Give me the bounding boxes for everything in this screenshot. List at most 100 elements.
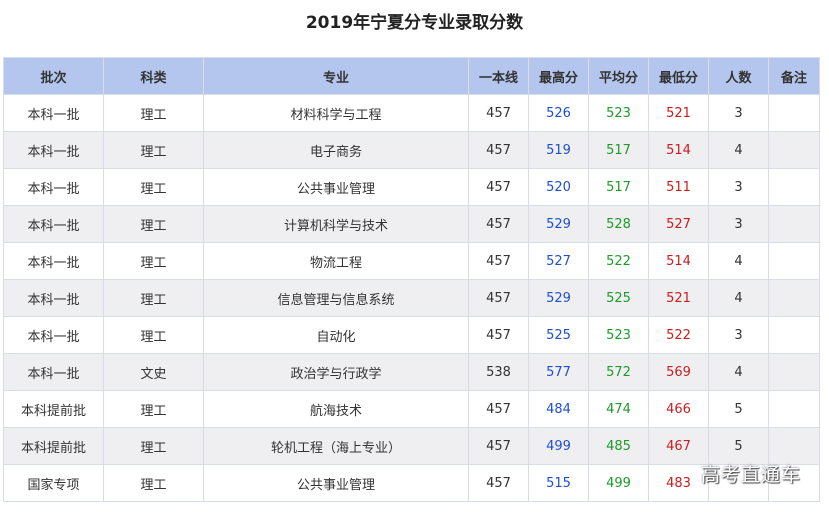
cell-note: [768, 168, 820, 206]
cell-category: 理工: [103, 464, 204, 502]
header-line: 一本线: [468, 57, 529, 95]
header-batch: 批次: [3, 57, 104, 95]
cell-max: 520: [528, 168, 589, 206]
cell-line: 457: [468, 131, 529, 169]
header-note: 备注: [768, 57, 820, 95]
cell-count: 3: [708, 168, 769, 206]
cell-note: [768, 242, 820, 280]
cell-count: 3: [708, 205, 769, 243]
cell-category: 理工: [103, 390, 204, 428]
cell-count: 3: [708, 94, 769, 132]
cell-category: 文史: [103, 353, 204, 391]
cell-batch: 本科一批: [3, 279, 104, 317]
table-row: 国家专项 理工 公共事业管理 457 515 499 483: [3, 464, 820, 502]
cell-note: [768, 316, 820, 354]
cell-count: 5: [708, 427, 769, 465]
cell-avg: 523: [588, 94, 649, 132]
cell-batch: 本科一批: [3, 131, 104, 169]
cell-major: 计算机科学与技术: [203, 205, 469, 243]
cell-line: 457: [468, 205, 529, 243]
cell-min: 527: [648, 205, 709, 243]
cell-batch: 本科一批: [3, 94, 104, 132]
cell-min: 514: [648, 131, 709, 169]
cell-line: 457: [468, 316, 529, 354]
cell-batch: 本科一批: [3, 353, 104, 391]
cell-count: [708, 464, 769, 502]
cell-category: 理工: [103, 279, 204, 317]
table-row: 本科一批 理工 材料科学与工程 457 526 523 521 3: [3, 94, 820, 132]
cell-line: 457: [468, 464, 529, 502]
cell-max: 577: [528, 353, 589, 391]
cell-category: 理工: [103, 205, 204, 243]
cell-max: 515: [528, 464, 589, 502]
cell-max: 519: [528, 131, 589, 169]
table-header-row: 批次 科类 专业 一本线 最高分 平均分 最低分 人数 备注: [3, 57, 820, 95]
cell-major: 信息管理与信息系统: [203, 279, 469, 317]
cell-line: 457: [468, 427, 529, 465]
cell-avg: 517: [588, 131, 649, 169]
cell-major: 电子商务: [203, 131, 469, 169]
cell-major: 航海技术: [203, 390, 469, 428]
cell-batch: 本科提前批: [3, 427, 104, 465]
cell-max: 499: [528, 427, 589, 465]
cell-major: 公共事业管理: [203, 464, 469, 502]
cell-line: 457: [468, 242, 529, 280]
cell-min: 522: [648, 316, 709, 354]
cell-category: 理工: [103, 131, 204, 169]
cell-min: 466: [648, 390, 709, 428]
cell-line: 457: [468, 168, 529, 206]
cell-count: 4: [708, 279, 769, 317]
cell-avg: 572: [588, 353, 649, 391]
cell-min: 521: [648, 94, 709, 132]
cell-max: 529: [528, 279, 589, 317]
cell-min: 483: [648, 464, 709, 502]
table-row: 本科一批 理工 计算机科学与技术 457 529 528 527 3: [3, 205, 820, 243]
cell-major: 自动化: [203, 316, 469, 354]
cell-batch: 本科一批: [3, 205, 104, 243]
cell-note: [768, 279, 820, 317]
watermark: 高考直通车: [700, 464, 801, 486]
cell-batch: 本科提前批: [3, 390, 104, 428]
cell-major: 物流工程: [203, 242, 469, 280]
table-row: 本科提前批 理工 轮机工程（海上专业） 457 499 485 467 5: [3, 427, 820, 465]
cell-max: 484: [528, 390, 589, 428]
cell-avg: 523: [588, 316, 649, 354]
cell-avg: 485: [588, 427, 649, 465]
cell-category: 理工: [103, 94, 204, 132]
cell-note: [768, 390, 820, 428]
cell-category: 理工: [103, 242, 204, 280]
cell-min: 514: [648, 242, 709, 280]
cell-avg: 474: [588, 390, 649, 428]
page-title: 2019年宁夏分专业录取分数: [305, 13, 524, 33]
cell-avg: 499: [588, 464, 649, 502]
cell-min: 569: [648, 353, 709, 391]
table-row: 本科一批 理工 自动化 457 525 523 522 3: [3, 316, 820, 354]
cell-count: 3: [708, 316, 769, 354]
header-max: 最高分: [528, 57, 589, 95]
cell-count: 4: [708, 353, 769, 391]
cell-max: 529: [528, 205, 589, 243]
cell-avg: 525: [588, 279, 649, 317]
cell-note: [768, 131, 820, 169]
cell-avg: 517: [588, 168, 649, 206]
cell-major: 公共事业管理: [203, 168, 469, 206]
cell-min: 521: [648, 279, 709, 317]
cell-line: 457: [468, 390, 529, 428]
header-min: 最低分: [648, 57, 709, 95]
cell-batch: 本科一批: [3, 316, 104, 354]
header-major: 专业: [203, 57, 469, 95]
cell-major: 政治学与行政学: [203, 353, 469, 391]
table-row: 本科一批 理工 信息管理与信息系统 457 529 525 521 4: [3, 279, 820, 317]
cell-max: 525: [528, 316, 589, 354]
cell-category: 理工: [103, 316, 204, 354]
table-row: 本科一批 文史 政治学与行政学 538 577 572 569 4: [3, 353, 820, 391]
cell-note: [768, 427, 820, 465]
header-count: 人数: [708, 57, 769, 95]
cell-min: 511: [648, 168, 709, 206]
cell-avg: 522: [588, 242, 649, 280]
table-row: 本科提前批 理工 航海技术 457 484 474 466 5: [3, 390, 820, 428]
cell-note: [768, 464, 820, 502]
cell-batch: 本科一批: [3, 168, 104, 206]
cell-batch: 国家专项: [3, 464, 104, 502]
cell-line: 457: [468, 279, 529, 317]
